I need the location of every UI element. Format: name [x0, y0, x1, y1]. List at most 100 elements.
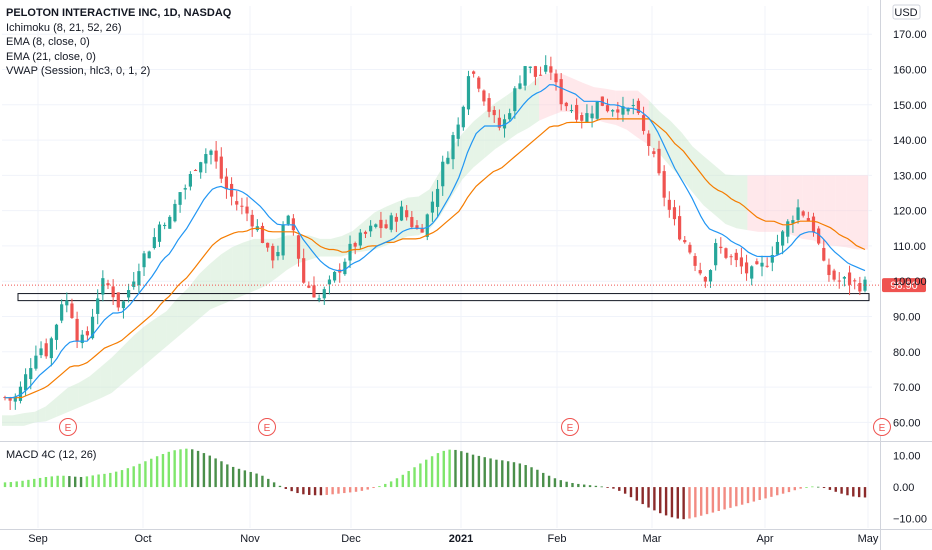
macd-bar: [723, 487, 726, 510]
candle-body: [760, 262, 764, 267]
legend-ema-fast: EMA (8, close, 0): [6, 36, 90, 48]
candle-body: [374, 224, 378, 227]
candle-body: [806, 218, 810, 222]
macd-bar: [319, 487, 323, 496]
price-tick-label: 80.00: [893, 347, 921, 359]
candle-body: [678, 216, 682, 240]
candle-body: [332, 271, 337, 281]
macd-bar: [173, 450, 176, 488]
time-tick-label: Feb: [548, 533, 567, 545]
candle-body: [193, 169, 198, 171]
macd-title: MACD 4C (12, 26): [6, 449, 97, 461]
candle-body: [781, 231, 785, 246]
price-tick-label: 100.00: [893, 276, 927, 288]
macd-bar: [822, 487, 826, 489]
price-tick-label: 160.00: [893, 65, 927, 77]
candle-body: [451, 135, 455, 160]
candle-body: [585, 113, 589, 122]
candle-body: [590, 113, 594, 119]
candle-body: [276, 252, 280, 257]
macd-bar: [231, 466, 235, 488]
macd-bar: [776, 487, 779, 496]
macd-bar: [495, 459, 498, 488]
macd-bar: [267, 478, 270, 488]
candle-body: [394, 216, 398, 222]
candle-body: [693, 256, 697, 266]
candle-body: [137, 271, 141, 286]
candle-body: [817, 228, 821, 244]
time-tick-label: Dec: [341, 533, 361, 545]
candle-body: [389, 215, 393, 230]
cloud-segment: [199, 263, 211, 319]
candle-body: [616, 109, 620, 113]
candle-body: [626, 108, 630, 112]
macd-bar: [366, 487, 369, 490]
candle-body: [85, 331, 89, 336]
macd-bar: [501, 460, 504, 488]
macd-bar: [635, 487, 639, 501]
macd-bar: [278, 485, 282, 488]
candle-body: [157, 224, 162, 242]
macd-bar: [308, 487, 311, 495]
cloud-segment: [232, 242, 244, 301]
cloud-segment: [802, 175, 814, 241]
macd-bar: [348, 487, 352, 493]
candle-body: [811, 216, 816, 233]
candle-body: [29, 368, 33, 380]
macd-bar: [325, 487, 328, 495]
chart-title: PELOTON INTERACTIVE INC, 1D, NASDAQ: [6, 7, 232, 19]
macd-bar: [489, 458, 492, 488]
candle-body: [80, 334, 84, 344]
macd-bar: [220, 461, 223, 488]
macd-bar: [313, 487, 317, 496]
candle-body: [575, 104, 579, 120]
candle-body: [126, 290, 131, 298]
macd-bar: [226, 464, 229, 488]
macd-bar: [840, 487, 843, 494]
ema-slow-line: [5, 118, 866, 399]
macd-bar: [694, 487, 697, 518]
cloud-segment: [473, 112, 485, 168]
macd-bar: [196, 450, 200, 488]
macd-bar: [688, 487, 691, 519]
candle-body: [250, 214, 254, 227]
candle-body: [379, 219, 383, 229]
candle-body: [703, 276, 707, 282]
candle-body: [96, 298, 100, 314]
candles: [3, 55, 867, 410]
macd-bar: [781, 487, 785, 494]
candle-body: [858, 283, 862, 292]
price-tick-label: 70.00: [893, 382, 921, 394]
macd-bar: [846, 487, 849, 496]
legend-ema-slow: EMA (21, close, 0): [6, 50, 96, 63]
candle-body: [353, 242, 357, 247]
macd-bar: [518, 463, 522, 488]
macd-bar: [793, 487, 796, 491]
ema-fast-line: [5, 84, 866, 399]
candle-body: [90, 316, 95, 339]
cloud-segment: [111, 346, 123, 393]
candle-body: [502, 119, 507, 129]
candle-body: [801, 211, 805, 216]
macd-bar: [413, 467, 416, 488]
macd-bar: [623, 487, 627, 494]
candle-body: [240, 205, 244, 207]
candle-body: [183, 188, 187, 190]
macd-bar: [384, 483, 387, 488]
cloud-segment: [692, 146, 704, 206]
macd-bar: [828, 487, 832, 490]
candle-body: [363, 231, 368, 234]
time-tick-label: Oct: [134, 533, 151, 545]
cloud-segment: [528, 76, 540, 129]
macd-bar: [799, 487, 802, 489]
candle-body: [49, 338, 53, 359]
cloud-segment: [67, 382, 79, 413]
macd-bar: [542, 472, 545, 488]
candle-body: [672, 207, 677, 220]
cloud-segment: [155, 311, 167, 356]
candle-body: [518, 83, 522, 89]
candle-body: [281, 224, 285, 256]
earnings-marker: [258, 418, 276, 436]
cloud-segment: [12, 413, 24, 426]
